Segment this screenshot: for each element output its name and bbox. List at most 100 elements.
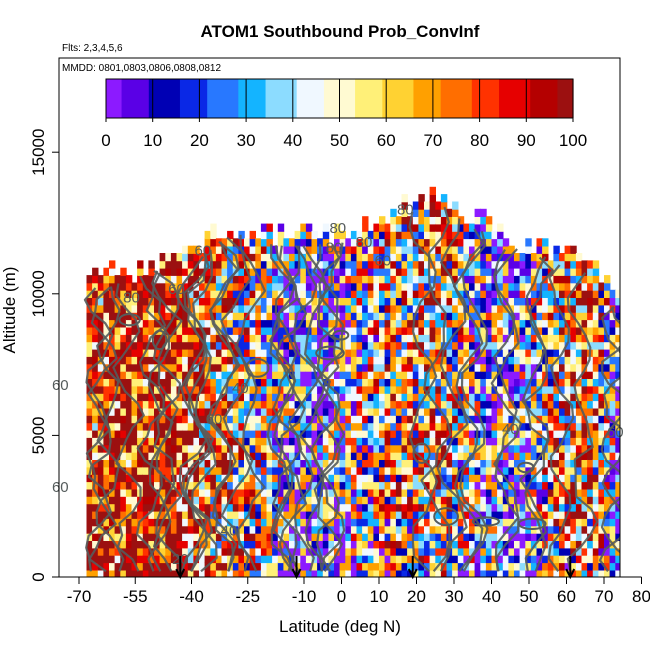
heatmap-cell — [193, 334, 200, 343]
heatmap-cell — [598, 422, 605, 431]
heatmap-cell — [221, 260, 228, 269]
heatmap-cell — [395, 275, 403, 284]
heatmap-cell — [232, 282, 240, 291]
heatmap-cell — [604, 444, 611, 453]
heatmap-cell — [491, 304, 498, 313]
heatmap-cell — [395, 569, 403, 577]
heatmap-cell — [390, 496, 397, 505]
heatmap-cell — [418, 481, 425, 490]
heatmap-cell — [187, 496, 195, 505]
heatmap-cell — [255, 459, 262, 468]
heatmap-cell — [322, 554, 330, 564]
heatmap-cell — [204, 319, 211, 328]
heatmap-cell — [362, 223, 369, 232]
heatmap-cell — [581, 334, 588, 343]
heatmap-cell — [249, 444, 256, 453]
heatmap-cell — [120, 267, 127, 276]
heatmap-cell — [497, 385, 504, 394]
heatmap-cell — [502, 238, 510, 247]
heatmap-cell — [491, 341, 498, 350]
heatmap-cell — [109, 282, 116, 291]
heatmap-cell — [592, 444, 600, 453]
heatmap-cell — [401, 282, 408, 291]
heatmap-cell — [339, 378, 346, 387]
heatmap-cell — [131, 532, 138, 541]
heatmap-cell — [114, 569, 121, 577]
heatmap-cell — [379, 282, 386, 291]
heatmap-cell — [266, 334, 273, 343]
heatmap-cell — [260, 459, 268, 468]
heatmap-cell — [609, 385, 616, 394]
colorbar-cell — [549, 79, 555, 118]
heatmap-cell — [345, 444, 352, 453]
heatmap-cell — [457, 363, 465, 372]
heatmap-cell — [542, 392, 549, 402]
heatmap-cell — [530, 392, 538, 402]
heatmap-cell — [334, 230, 341, 240]
heatmap-cell — [401, 334, 408, 343]
heatmap-cell — [97, 319, 105, 328]
heatmap-cell — [187, 444, 195, 453]
heatmap-cell — [255, 356, 262, 365]
heatmap-cell — [238, 525, 245, 534]
heatmap-cell — [542, 429, 549, 438]
heatmap-cell — [615, 444, 620, 453]
heatmap-cell — [305, 392, 313, 402]
heatmap-cell — [322, 451, 330, 460]
heatmap-cell — [114, 334, 121, 343]
heatmap-cell — [322, 525, 330, 534]
heatmap-cell — [379, 532, 386, 541]
heatmap-cell — [345, 488, 352, 497]
heatmap-cell — [137, 407, 144, 416]
heatmap-cell — [199, 496, 206, 505]
heatmap-cell — [362, 216, 369, 225]
heatmap-cell — [407, 451, 414, 460]
heatmap-cell — [469, 245, 476, 254]
heatmap-cell — [547, 341, 555, 350]
heatmap-cell — [542, 532, 549, 541]
heatmap-cell — [255, 319, 262, 328]
heatmap-cell — [395, 223, 403, 232]
colorbar-cell — [265, 79, 271, 118]
heatmap-cell — [519, 319, 526, 328]
heatmap-cell — [210, 297, 217, 306]
heatmap-cell — [519, 348, 526, 357]
heatmap-cell — [530, 407, 538, 416]
heatmap-cell — [615, 378, 620, 387]
heatmap-cell — [519, 503, 526, 512]
heatmap-cell — [485, 415, 493, 424]
heatmap-cell — [244, 275, 251, 284]
heatmap-cell — [424, 415, 431, 424]
heatmap-cell — [238, 532, 245, 541]
heatmap-cell — [356, 260, 363, 269]
heatmap-cell — [435, 363, 442, 372]
heatmap-cell — [609, 525, 616, 534]
heatmap-cell — [345, 518, 352, 527]
heatmap-cell — [199, 260, 206, 269]
heatmap-cell — [187, 415, 195, 424]
heatmap-cell — [125, 569, 133, 577]
heatmap-cell — [514, 466, 521, 475]
heatmap-cell — [232, 326, 240, 335]
heatmap-cell — [97, 459, 105, 468]
heatmap-cell — [547, 554, 555, 564]
heatmap-cell — [238, 370, 245, 379]
heatmap-cell — [525, 400, 532, 409]
heatmap-cell — [148, 363, 155, 372]
contour-line — [600, 306, 620, 554]
heatmap-cell — [514, 282, 521, 291]
heatmap-cell — [350, 289, 358, 298]
heatmap-cell — [581, 532, 588, 541]
heatmap-cell — [514, 311, 521, 321]
heatmap-cell — [609, 407, 616, 416]
heatmap-cell — [238, 503, 245, 512]
heatmap-cell — [187, 341, 195, 350]
heatmap-cell — [609, 569, 616, 577]
heatmap-cell — [469, 400, 476, 409]
heatmap-cell — [294, 459, 301, 468]
heatmap-cell — [92, 378, 99, 387]
heatmap-cell — [311, 253, 318, 262]
heatmap-cell — [435, 267, 442, 276]
heatmap-cell — [227, 392, 234, 402]
heatmap-cell — [424, 334, 431, 343]
